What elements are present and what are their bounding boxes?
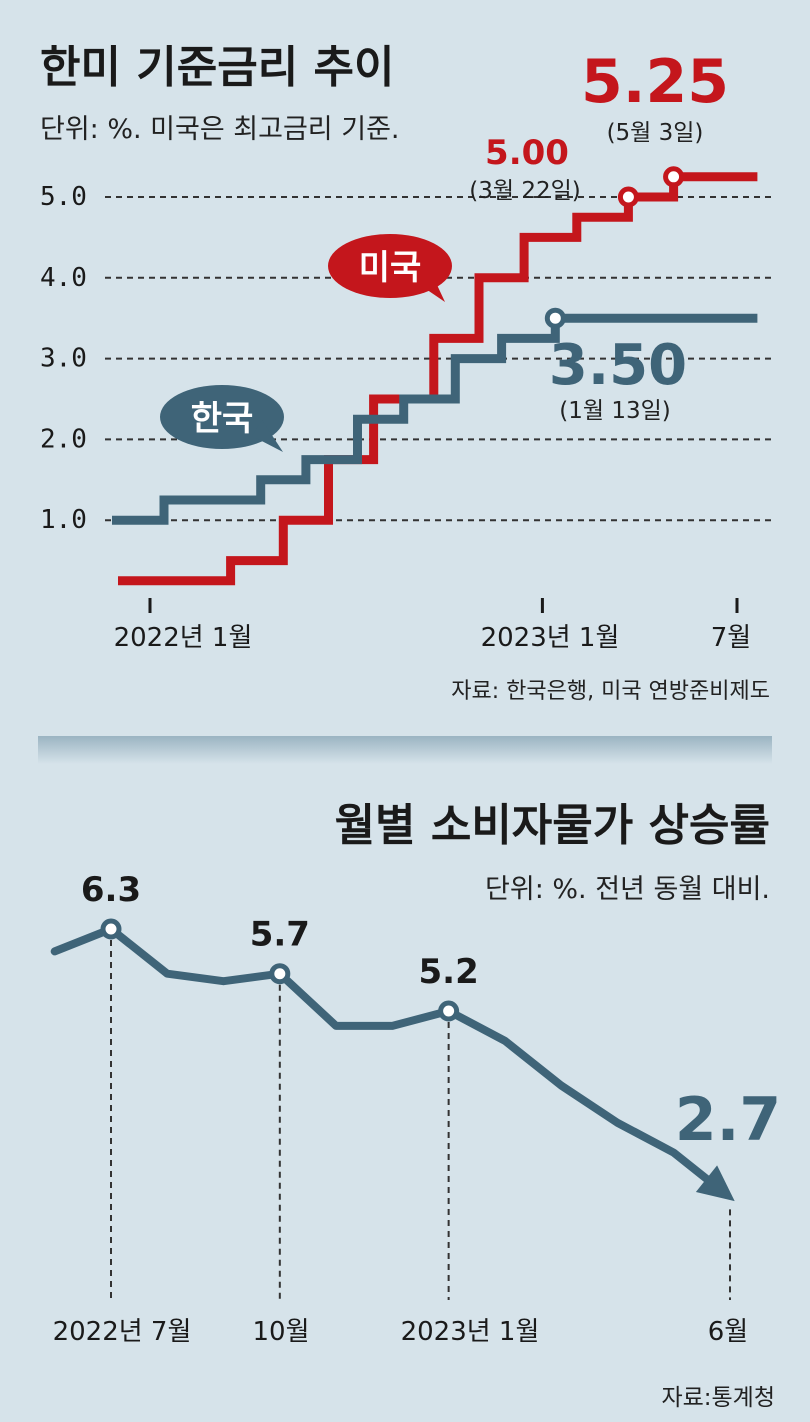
y-tick-label: 1.0	[40, 505, 87, 535]
x-tick-label: 2022년 7월	[53, 1317, 192, 1347]
x-tick-label: 7월	[711, 623, 751, 653]
annotation-value-525: 5.25	[581, 47, 729, 117]
marker-point	[663, 166, 685, 188]
annotation-date-525: (5월 3일)	[607, 120, 704, 146]
x-tick-label: 6월	[708, 1317, 748, 1347]
cpi-marker	[269, 963, 291, 985]
x-tick-label: 2023년 1월	[481, 623, 620, 653]
annotation-date-500: (3월 22일)	[469, 178, 580, 204]
x-tick-label: 10월	[252, 1317, 309, 1347]
cpi-value-label: 6.3	[81, 870, 141, 910]
chart1-x-ticks: 2022년 1월 2023년 1월 7월	[114, 598, 751, 653]
chart1-title: 한미 기준금리 추이	[40, 42, 394, 93]
chart1-y-ticks: 1.0 2.0 3.0 4.0 5.0	[40, 182, 87, 535]
cpi-line	[50, 925, 714, 1186]
chart2-source: 자료:통계청	[661, 1385, 775, 1411]
annotation-date-350: (1월 13일)	[559, 398, 670, 424]
legend-bubble-us: 미국	[328, 234, 452, 302]
section-divider	[38, 736, 772, 764]
chart2-title: 월별 소비자물가 상승률	[335, 800, 770, 851]
chart2-subtitle: 단위: %. 전년 동월 대비.	[485, 874, 770, 905]
y-tick-label: 2.0	[40, 424, 87, 454]
cpi-value-label: 5.7	[250, 915, 310, 955]
legend-bubble-kr: 한국	[160, 385, 284, 452]
y-tick-label: 4.0	[40, 263, 87, 293]
chart1-subtitle: 단위: %. 미국은 최고금리 기준.	[40, 114, 400, 145]
legend-label-us: 미국	[359, 248, 422, 288]
x-tick-label: 2023년 1월	[401, 1317, 540, 1347]
chart2-markers	[100, 918, 460, 1022]
chart1-markers	[544, 166, 685, 329]
legend-label-kr: 한국	[191, 399, 254, 439]
annotation-value-350: 3.50	[549, 333, 687, 398]
y-tick-label: 5.0	[40, 182, 87, 212]
x-tick-label: 2022년 1월	[114, 623, 253, 653]
series-line-kr	[112, 313, 758, 525]
annotation-value-500: 5.00	[485, 133, 569, 173]
y-tick-label: 3.0	[40, 344, 87, 374]
marker-point	[544, 307, 566, 329]
chart1-source: 자료: 한국은행, 미국 연방준비제도	[451, 679, 770, 704]
chart2-line	[50, 925, 735, 1202]
chart2-value-labels: 6.3 5.7 5.2 2.7	[81, 870, 781, 1155]
marker-point	[617, 186, 639, 208]
cpi-value-label: 5.2	[419, 952, 479, 992]
cpi-value-label-latest: 2.7	[675, 1085, 781, 1155]
cpi-arrow-head	[695, 1165, 735, 1202]
chart2-drop-lines	[110, 929, 731, 1300]
cpi-marker	[100, 918, 122, 940]
cpi-marker	[438, 1000, 460, 1022]
chart2-x-ticks: 2022년 7월 10월 2023년 1월 6월	[53, 1317, 749, 1347]
